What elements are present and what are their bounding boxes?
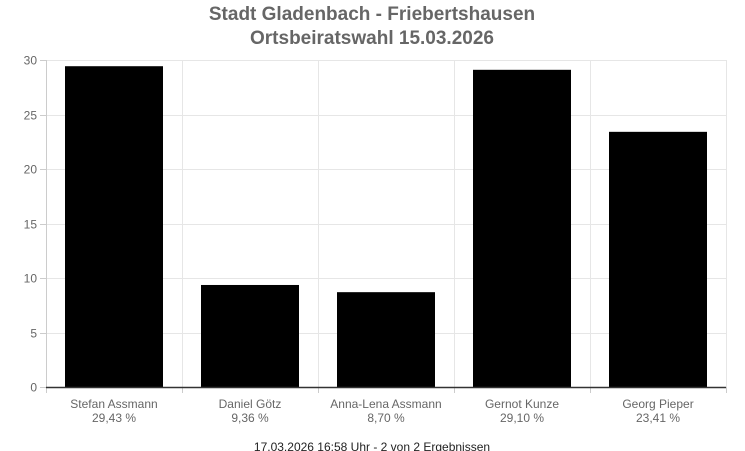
chart-title-line-1: Stadt Gladenbach - Friebertshausen (209, 4, 535, 25)
bar (201, 284, 299, 387)
x-category-label: Georg Pieper (622, 397, 693, 411)
x-value-label: 23,41 % (636, 411, 680, 425)
bar (473, 69, 571, 387)
bar (609, 131, 707, 387)
x-category-label: Daniel Götz (219, 397, 282, 411)
footer-text: 17.03.2026 16:58 Uhr - 2 von 2 Ergebniss… (254, 440, 490, 451)
bars (65, 66, 707, 387)
x-category-label: Stefan Assmann (70, 397, 157, 411)
x-value-label: 8,70 % (367, 411, 405, 425)
y-tick-label: 30 (24, 54, 38, 68)
chart-title-line-2: Ortsbeiratswahl 15.03.2026 (250, 28, 494, 49)
y-tick-label: 10 (24, 272, 38, 286)
y-tick-label: 20 (24, 163, 38, 177)
x-value-label: 29,10 % (500, 411, 544, 425)
bar (65, 66, 163, 387)
x-value-label: 9,36 % (231, 411, 269, 425)
y-tick-label: 25 (24, 109, 38, 123)
x-value-label: 29,43 % (92, 411, 136, 425)
bar (337, 292, 435, 387)
x-category-label: Anna-Lena Assmann (330, 397, 441, 411)
x-category-label: Gernot Kunze (485, 397, 559, 411)
y-tick-label: 0 (30, 381, 37, 395)
y-axis: 0 5 10 15 20 25 30 (24, 54, 47, 395)
y-tick-label: 5 (30, 327, 37, 341)
y-tick-label: 15 (24, 218, 38, 232)
